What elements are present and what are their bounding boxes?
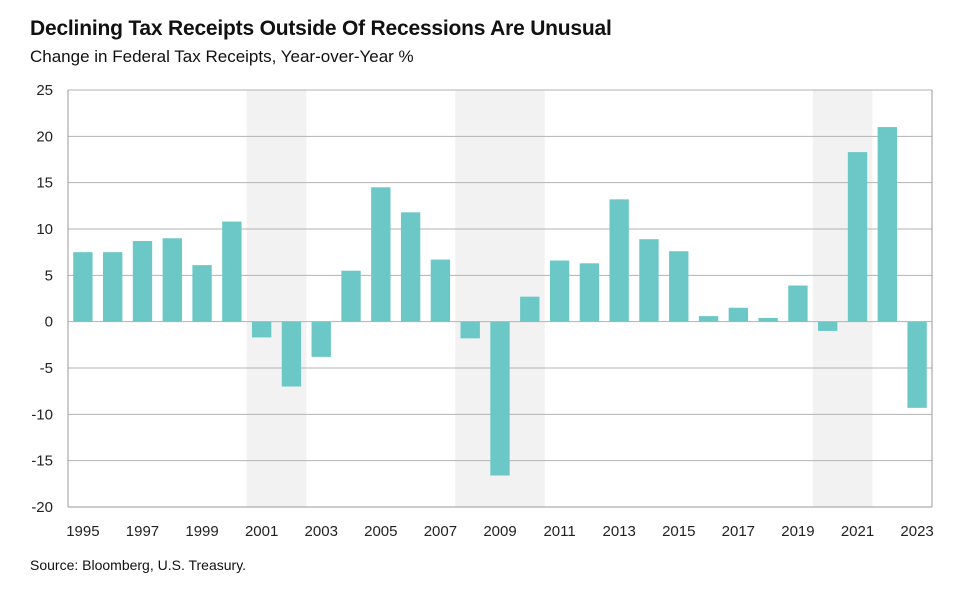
bar-2022 bbox=[877, 127, 897, 322]
y-tick-label: 0 bbox=[45, 314, 53, 331]
bar-2021 bbox=[847, 152, 868, 322]
bar-2010 bbox=[520, 296, 540, 322]
x-tick-labels: 1995 1997 1999 2001 2003 2005 2007 2009 2011 2013… bbox=[66, 523, 934, 540]
axes bbox=[67, 90, 933, 508]
x-tick-label: 2015 bbox=[662, 523, 695, 540]
x-tick-label: 2013 bbox=[602, 523, 635, 540]
bars bbox=[73, 127, 927, 476]
y-tick-label: 15 bbox=[36, 175, 53, 192]
bar-2004 bbox=[341, 270, 361, 322]
x-tick-label: 2023 bbox=[900, 523, 933, 540]
x-tick-label: 2019 bbox=[781, 523, 814, 540]
bar-2008 bbox=[460, 321, 480, 339]
x-tick-label: 1997 bbox=[126, 523, 159, 540]
x-tick-label: 2009 bbox=[483, 523, 516, 540]
chart-title: Declining Tax Receipts Outside Of Recess… bbox=[30, 17, 612, 40]
bar-2002 bbox=[281, 321, 302, 387]
y-tick-label: -10 bbox=[31, 406, 53, 423]
bar-2007 bbox=[430, 259, 451, 322]
bar-2023 bbox=[907, 321, 927, 408]
y-tick-label: 10 bbox=[36, 221, 53, 238]
bar-2000 bbox=[222, 221, 242, 322]
bar-2014 bbox=[639, 239, 659, 322]
recession-band bbox=[246, 90, 307, 507]
x-tick-label: 1999 bbox=[185, 523, 218, 540]
x-tick-label: 2001 bbox=[245, 523, 278, 540]
x-tick-label: 2017 bbox=[722, 523, 755, 540]
x-tick-label: 2021 bbox=[841, 523, 874, 540]
bar-1996 bbox=[103, 252, 123, 322]
x-tick-label: 2011 bbox=[543, 523, 575, 540]
bar-2018 bbox=[758, 317, 778, 322]
y-tick-label: 25 bbox=[36, 82, 53, 99]
bar-2011 bbox=[549, 260, 570, 322]
bar-2005 bbox=[371, 187, 391, 322]
y-tick-label: 20 bbox=[36, 128, 53, 145]
source-note: Source: Bloomberg, U.S. Treasury. bbox=[30, 557, 247, 573]
x-tick-label: 2005 bbox=[364, 523, 397, 540]
y-tick-label: -20 bbox=[31, 499, 53, 516]
y-tick-label: -15 bbox=[31, 453, 53, 470]
y-tick-label: 5 bbox=[45, 267, 53, 284]
x-tick-label: 1995 bbox=[66, 523, 99, 540]
bar-2003 bbox=[311, 321, 331, 357]
bar-2009 bbox=[490, 321, 510, 476]
chart-subtitle: Change in Federal Tax Receipts, Year-ove… bbox=[30, 47, 414, 66]
x-tick-label: 2007 bbox=[424, 523, 457, 540]
bar-1997 bbox=[132, 241, 153, 322]
x-tick-label: 2003 bbox=[305, 523, 338, 540]
bar-2006 bbox=[400, 212, 421, 322]
bar-1995 bbox=[73, 252, 93, 322]
bar-2017 bbox=[728, 307, 749, 322]
bar-1998 bbox=[162, 238, 182, 322]
bar-2015 bbox=[669, 251, 689, 322]
bar-2013 bbox=[609, 199, 629, 322]
bar-2020 bbox=[818, 321, 838, 331]
bar-2016 bbox=[698, 316, 719, 322]
bar-2019 bbox=[788, 285, 808, 322]
y-tick-labels: 25 20 15 10 5 0 -5 -10 -15 -20 bbox=[31, 82, 53, 516]
bar-1999 bbox=[192, 265, 212, 322]
bar-2001 bbox=[251, 321, 272, 338]
bar-2012 bbox=[579, 263, 600, 322]
y-tick-label: -5 bbox=[40, 360, 53, 377]
